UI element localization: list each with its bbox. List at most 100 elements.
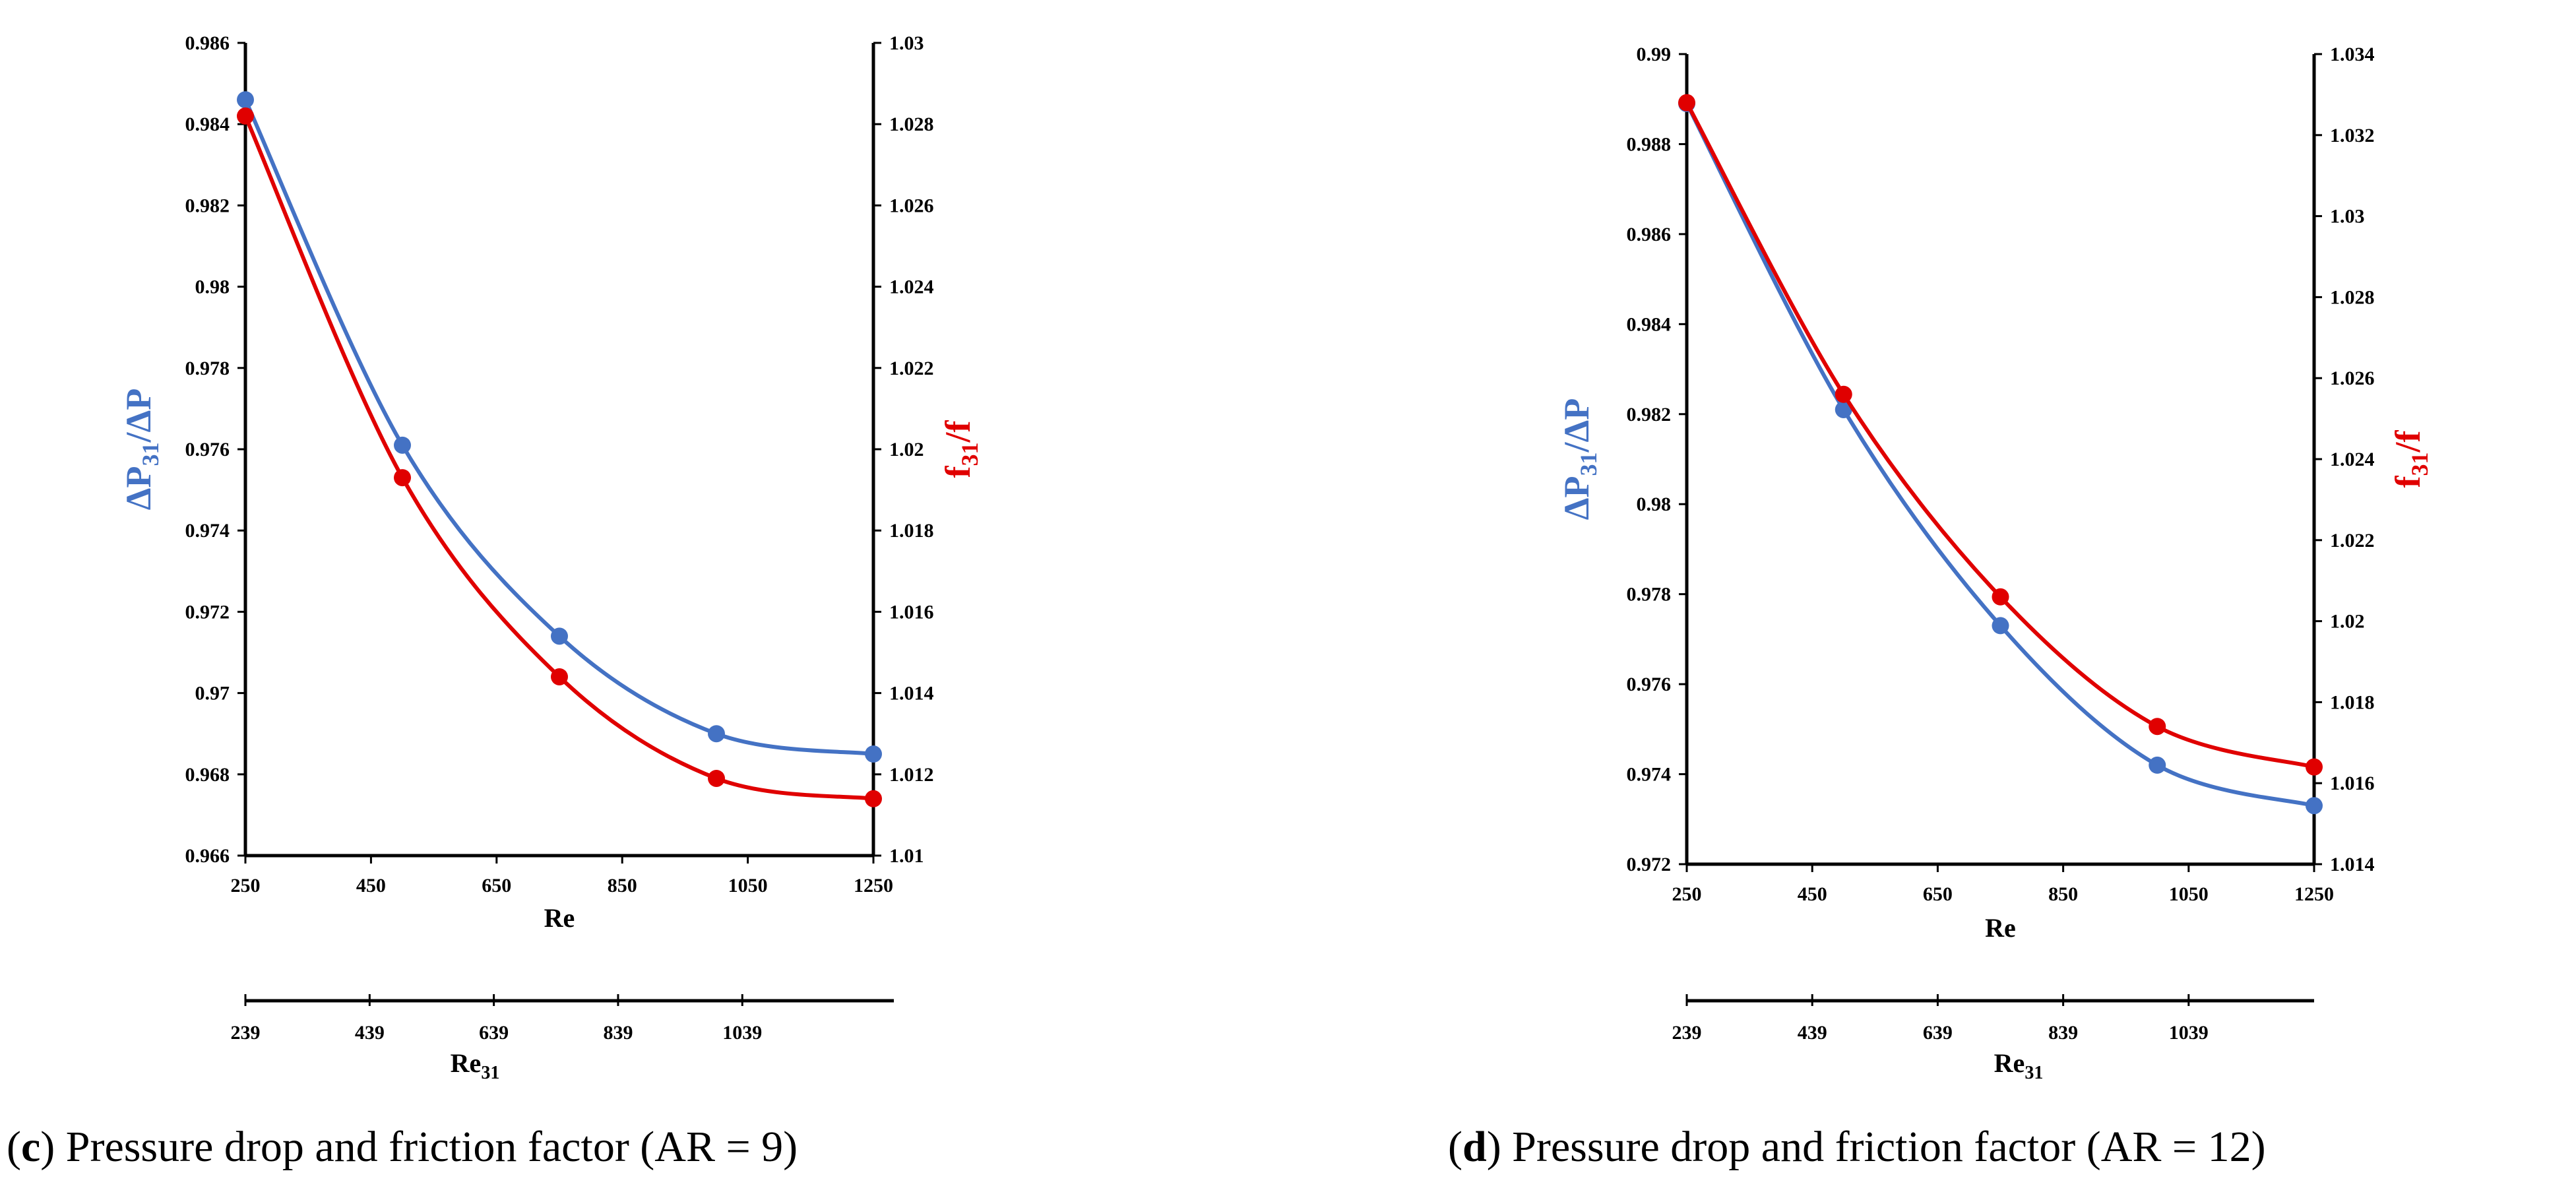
right-y-tick-label: 1.016 — [889, 601, 934, 623]
right-y-tick-label: 1.01 — [889, 845, 924, 867]
right-y-tick-label: 1.026 — [889, 195, 934, 216]
left-y-tick-label: 0.976 — [185, 439, 230, 460]
x-tick-label: 850 — [608, 875, 637, 897]
right-y-axis-title: f31/f — [2388, 430, 2433, 488]
data-point-friction-factor — [708, 769, 725, 787]
data-point-pressure-drop — [708, 725, 725, 743]
secondary-x-axis-title: Re31 — [1994, 1048, 2044, 1083]
left-y-tick-label: 0.98 — [1637, 493, 1672, 515]
right-y-tick-label: 1.028 — [889, 113, 934, 135]
secondary-x-tick-label: 639 — [1923, 1022, 1953, 1044]
left-y-tick-label: 0.984 — [1627, 313, 1672, 335]
panel-caption: (c) Pressure drop and friction factor (A… — [7, 1123, 798, 1171]
x-tick-label: 1250 — [2294, 883, 2334, 905]
right-y-tick-label: 1.026 — [2330, 367, 2375, 389]
series-line-pressure-drop — [1685, 102, 2315, 808]
data-point-friction-factor — [1678, 94, 1695, 111]
left-y-tick-label: 0.974 — [1627, 764, 1672, 786]
secondary-x-axis-title: Re31 — [451, 1048, 500, 1083]
right-y-tick-label: 1.034 — [2330, 44, 2375, 65]
x-tick-label: 250 — [1672, 883, 1702, 905]
left-y-tick-label: 0.978 — [1627, 584, 1672, 606]
data-point-friction-factor — [237, 107, 254, 125]
secondary-x-tick-label: 439 — [1798, 1022, 1827, 1044]
right-y-tick-label: 1.018 — [889, 520, 934, 542]
chart-panel-c: 0.986 0.984 0.982 0.98 0.978 0.976 0.974 0.972 0… — [7, 32, 983, 1171]
data-point-pressure-drop — [237, 91, 254, 109]
data-point-pressure-drop — [2306, 797, 2323, 815]
secondary-x-tick-label: 839 — [603, 1022, 633, 1044]
left-y-tick-label: 0.974 — [185, 520, 230, 542]
x-tick-label: 650 — [1923, 883, 1953, 905]
right-y-tick-label: 1.024 — [889, 276, 934, 298]
left-y-tick-label: 0.966 — [185, 845, 230, 867]
chart-panel-d: 0.99 0.988 0.986 0.984 0.982 0.98 0.978 0.976 0.… — [1448, 44, 2433, 1171]
series-line-friction-factor — [243, 115, 874, 801]
data-point-pressure-drop — [2149, 756, 2166, 774]
right-y-tick-label: 1.032 — [2330, 125, 2375, 146]
data-point-pressure-drop — [1835, 400, 1852, 418]
data-point-friction-factor — [2149, 718, 2166, 736]
left-y-tick-label: 0.982 — [185, 195, 230, 216]
data-point-pressure-drop — [1992, 617, 2009, 635]
right-y-tick-label: 1.028 — [2330, 286, 2375, 308]
data-point-friction-factor — [551, 668, 568, 685]
left-y-tick-label: 0.986 — [185, 32, 230, 54]
right-y-tick-label: 1.014 — [2330, 854, 2375, 875]
data-point-pressure-drop — [394, 436, 411, 454]
left-y-tick-label: 0.99 — [1637, 44, 1672, 65]
right-y-axis-title: f31/f — [938, 420, 983, 478]
left-y-tick-label: 0.978 — [185, 358, 230, 379]
left-y-tick-label: 0.984 — [185, 113, 230, 135]
data-point-pressure-drop — [865, 745, 882, 763]
x-axis-title: Re — [1985, 913, 2016, 943]
left-y-axis-title: ΔP31/ΔP — [1557, 398, 1602, 520]
secondary-x-tick-label: 639 — [479, 1022, 509, 1044]
right-y-tick-label: 1.016 — [2330, 772, 2375, 794]
secondary-x-tick-label: 239 — [231, 1022, 261, 1044]
right-y-tick-label: 1.018 — [2330, 691, 2375, 713]
series-line-friction-factor — [1685, 102, 2315, 769]
x-tick-label: 450 — [1798, 883, 1827, 905]
left-y-tick-label: 0.97 — [195, 683, 230, 705]
secondary-x-tick-label: 1039 — [722, 1022, 762, 1044]
left-y-tick-label: 0.972 — [185, 601, 230, 623]
data-point-friction-factor — [1835, 385, 1852, 403]
secondary-x-tick-label: 1039 — [2169, 1022, 2209, 1044]
x-tick-label: 650 — [482, 875, 511, 897]
x-tick-label: 1050 — [2169, 883, 2209, 905]
left-y-tick-label: 0.968 — [185, 764, 230, 786]
x-tick-label: 850 — [2048, 883, 2078, 905]
right-y-tick-label: 1.024 — [2330, 449, 2375, 470]
right-y-tick-label: 1.022 — [2330, 530, 2375, 551]
right-y-tick-label: 1.03 — [889, 32, 924, 54]
left-y-tick-label: 0.986 — [1627, 224, 1672, 245]
left-y-tick-label: 0.982 — [1627, 404, 1672, 425]
left-y-axis-title: ΔP31/ΔP — [119, 389, 164, 511]
data-point-pressure-drop — [551, 627, 568, 645]
left-y-tick-label: 0.98 — [195, 276, 230, 298]
left-y-tick-label: 0.976 — [1627, 674, 1672, 695]
secondary-x-tick-label: 439 — [355, 1022, 385, 1044]
secondary-x-tick-label: 839 — [2048, 1022, 2078, 1044]
x-tick-label: 450 — [356, 875, 386, 897]
x-axis-title: Re — [544, 903, 575, 933]
data-point-friction-factor — [1992, 588, 2009, 606]
left-y-tick-label: 0.988 — [1627, 133, 1672, 155]
x-tick-label: 1250 — [854, 875, 893, 897]
right-y-tick-label: 1.03 — [2330, 206, 2365, 228]
x-tick-label: 1050 — [728, 875, 768, 897]
x-tick-label: 250 — [231, 875, 261, 897]
panel-caption: (d) Pressure drop and friction factor (A… — [1448, 1123, 2266, 1171]
right-y-tick-label: 1.012 — [889, 764, 934, 786]
right-y-tick-label: 1.022 — [889, 358, 934, 379]
right-y-tick-label: 1.02 — [2330, 611, 2365, 633]
series-line-pressure-drop — [243, 98, 874, 756]
left-y-tick-label: 0.972 — [1627, 854, 1672, 875]
data-point-friction-factor — [865, 790, 882, 807]
data-point-friction-factor — [394, 469, 411, 487]
secondary-x-tick-label: 239 — [1672, 1022, 1702, 1044]
right-y-tick-label: 1.02 — [889, 439, 924, 460]
right-y-tick-label: 1.014 — [889, 683, 934, 705]
